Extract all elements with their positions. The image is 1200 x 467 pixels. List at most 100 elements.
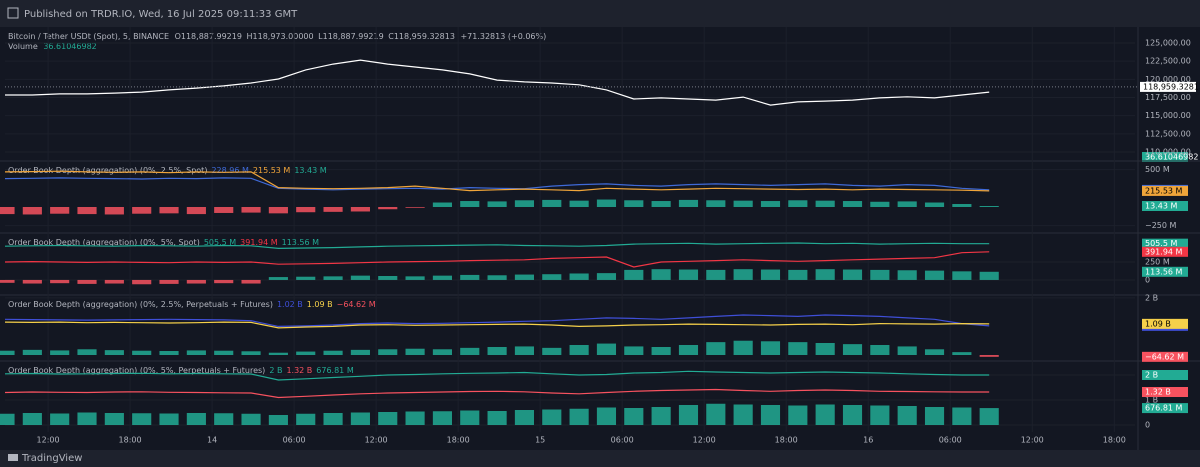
ohlc-key: O [175, 32, 181, 41]
histogram-bar [350, 275, 370, 280]
histogram-bar [22, 207, 42, 215]
histogram-bar [296, 351, 316, 355]
histogram-bar [678, 405, 699, 425]
histogram-bar [104, 279, 124, 284]
x-tick-label: 06:00 [283, 436, 306, 445]
y-tick-label: 110,000.00 [1145, 148, 1191, 157]
histogram-bar [952, 407, 972, 425]
pane-legend: Order Book Depth (aggregation) (0%, 2.5%… [8, 166, 327, 175]
x-tick-label: 18:00 [1103, 436, 1126, 445]
symbol-legend: Bitcoin / Tether USDt (Spot), 5, BINANCE… [8, 32, 546, 41]
histogram-bar [569, 200, 589, 207]
histogram-bar [0, 207, 15, 215]
histogram-bar [214, 350, 234, 355]
histogram-bar [678, 199, 699, 207]
histogram-bar [706, 200, 726, 207]
histogram-bar [378, 276, 398, 280]
histogram-bar [487, 411, 507, 425]
value-tag [1142, 246, 1188, 257]
pane-title: Order Book Depth (aggregation) (0%, 5%, … [8, 366, 265, 375]
histogram-bar [706, 269, 726, 280]
x-tick-label: 12:00 [365, 436, 388, 445]
histogram-bar [350, 349, 370, 355]
histogram-bar [104, 207, 124, 215]
x-tick-label: 06:00 [611, 436, 634, 445]
histogram-bar [624, 269, 644, 280]
histogram-bar [624, 408, 644, 425]
histogram-bar [487, 347, 507, 355]
histogram-bar [542, 409, 562, 425]
histogram-bar [50, 350, 70, 355]
histogram-bar [514, 200, 535, 207]
histogram-bar [596, 273, 617, 280]
histogram-bar [241, 207, 261, 213]
histogram-bar [405, 276, 425, 280]
published-text: Published on TRDR.IO, Wed, 16 Jul 2025 0… [24, 9, 298, 20]
value-tag [1142, 370, 1188, 380]
histogram-bar [487, 201, 507, 207]
series-line [4, 251, 990, 268]
histogram-bar [241, 351, 261, 355]
last-price-tag [1140, 81, 1196, 92]
ohlc-value: 118,973.00000 [253, 32, 314, 41]
histogram-bar [897, 346, 917, 355]
histogram-bar [460, 347, 480, 355]
legend-value: 228.96 M [211, 166, 249, 175]
histogram-bar [132, 207, 152, 214]
volume-tag-label: 36.61046982 [1145, 153, 1198, 162]
histogram-bar [596, 343, 617, 355]
histogram-bar [842, 201, 863, 207]
histogram-bar [460, 410, 480, 425]
histogram-bar [924, 407, 945, 425]
y-tick-label: 2 B [1145, 293, 1158, 302]
histogram-bar [159, 279, 179, 284]
legend-value: 113.56 M [282, 238, 320, 247]
value-tag-label: 113.56 M [1145, 267, 1183, 276]
value-tag-label: 1.09 B [1145, 319, 1171, 328]
histogram-bar [870, 405, 890, 425]
histogram-bar [214, 413, 234, 425]
histogram-bar [0, 350, 15, 355]
x-tick-label: 12:00 [693, 436, 716, 445]
histogram-bar [77, 279, 97, 284]
histogram-bar [651, 201, 671, 207]
x-tick-label: 12:00 [37, 436, 60, 445]
value-tag [1142, 351, 1188, 362]
legend-value: 391.94 M [240, 238, 278, 247]
y-tick-label: 0 [1145, 275, 1150, 284]
histogram-bar [979, 355, 999, 357]
histogram-bar [405, 411, 425, 425]
price-change: +71.32813 (+0.06%) [460, 32, 546, 41]
histogram-bar [214, 207, 234, 213]
histogram-bar [378, 207, 398, 210]
pane-title: Order Book Depth (aggregation) (0%, 2.5%… [8, 300, 273, 309]
legend-value: 13.43 M [294, 166, 326, 175]
volume-tag [1142, 152, 1188, 162]
legend-value: 1.02 B [277, 300, 303, 309]
histogram-bar [624, 200, 644, 207]
histogram-bar [788, 342, 808, 355]
histogram-bar [733, 200, 753, 207]
pane-title: Order Book Depth (aggregation) (0%, 5%, … [8, 238, 200, 247]
y-tick-label: 500 M [1145, 165, 1170, 174]
histogram-bar [678, 345, 699, 355]
pane-legend: Order Book Depth (aggregation) (0%, 5%, … [8, 238, 319, 247]
histogram-bar [514, 346, 535, 355]
histogram-bar [432, 349, 452, 355]
histogram-bar [760, 341, 781, 355]
header-bar [0, 0, 1200, 27]
histogram-bar [542, 274, 562, 280]
value-tag-label: 13.43 M [1145, 201, 1177, 210]
histogram-bar [979, 271, 999, 280]
histogram-bar [897, 270, 917, 280]
histogram-bar [350, 412, 370, 425]
pane-legend: Order Book Depth (aggregation) (0%, 2.5%… [8, 300, 376, 309]
histogram-bar [514, 274, 535, 280]
histogram-bar [241, 279, 261, 284]
histogram-bar [0, 413, 15, 425]
histogram-bar [897, 201, 917, 207]
histogram-bar [159, 351, 179, 355]
histogram-bar [268, 415, 288, 425]
histogram-bar [870, 345, 890, 355]
x-tick-label: 12:00 [1021, 436, 1044, 445]
